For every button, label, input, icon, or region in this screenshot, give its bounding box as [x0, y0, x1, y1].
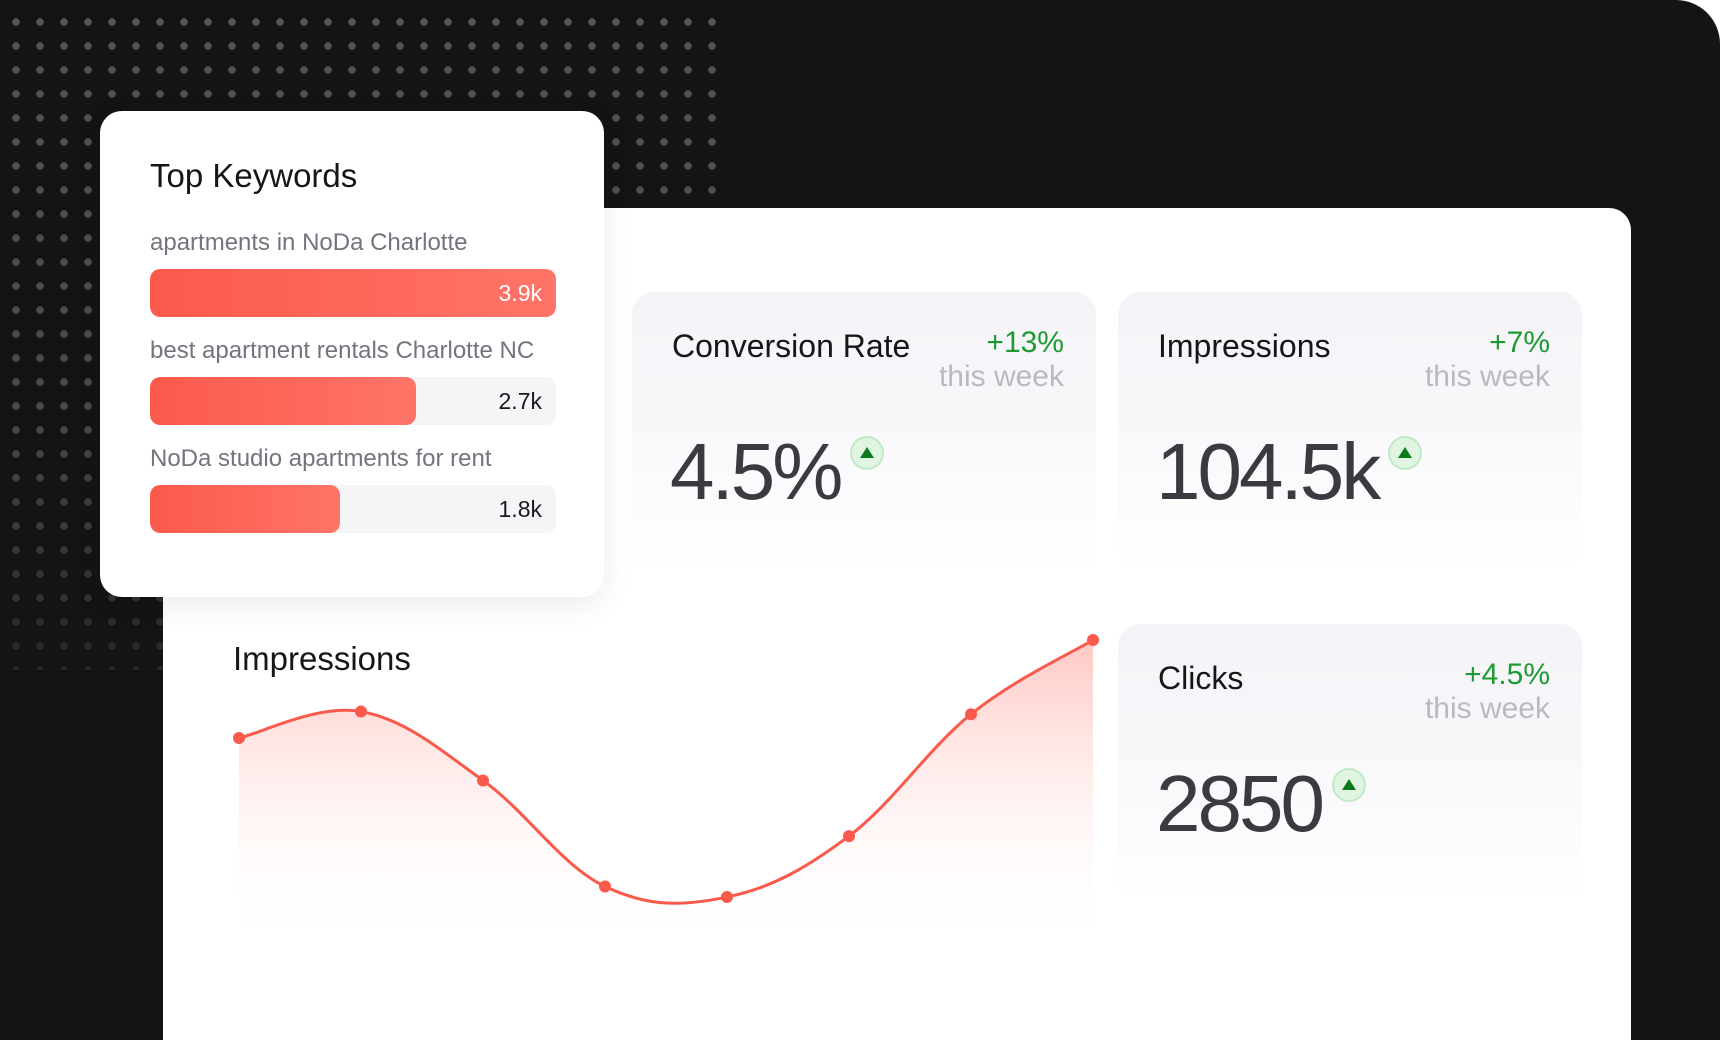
impressions-data-point[interactable] [721, 891, 733, 904]
top-keywords-title: Top Keywords [150, 157, 358, 194]
impressions-value: 104.5k [1156, 427, 1381, 516]
keyword-item[interactable]: apartments in NoDa Charlotte 3.9k [150, 229, 556, 317]
keyword-value: 1.8k [498, 496, 542, 522]
keyword-label: NoDa studio apartments for rent [150, 445, 492, 472]
impressions-data-point[interactable] [965, 708, 977, 721]
keyword-item[interactable]: best apartment rentals Charlotte NC 2.7k [150, 337, 556, 425]
impressions-delta: +7% [1489, 326, 1550, 359]
impressions-area-fill [239, 640, 1093, 950]
impressions-value-group: 104.5k [1156, 427, 1423, 516]
keyword-value: 2.7k [498, 388, 542, 414]
clicks-title: Clicks [1158, 660, 1244, 696]
up-arrow-icon [850, 436, 885, 470]
keyword-item[interactable]: NoDa studio apartments for rent 1.8k [150, 445, 556, 533]
conversion-rate-delta: +13% [986, 326, 1064, 359]
keyword-bar-fill [150, 269, 556, 317]
conversion-rate-value: 4.5% [670, 427, 843, 516]
clicks-period: this week [1424, 692, 1550, 725]
keyword-bar-track: 1.8k [150, 485, 556, 533]
clicks-value: 2850 [1156, 759, 1325, 848]
impressions-data-point[interactable] [599, 880, 611, 893]
keyword-label: apartments in NoDa Charlotte [150, 229, 468, 256]
impressions-data-point[interactable] [233, 732, 245, 745]
impressions-data-point[interactable] [1087, 634, 1099, 646]
keyword-bar-fill [150, 485, 340, 533]
conversion-rate-period: this week [938, 360, 1064, 393]
impressions-data-point[interactable] [843, 830, 855, 843]
conversion-rate-card[interactable]: Conversion Rate +13% this week 4.5% [632, 292, 1096, 572]
top-keywords-card: Top Keywords apartments in NoDa Charlott… [100, 111, 604, 597]
conversion-rate-value-group: 4.5% [670, 427, 885, 516]
impressions-title: Impressions [1158, 328, 1331, 364]
up-arrow-icon [1388, 436, 1423, 470]
impressions-chart-title: Impressions [233, 640, 411, 677]
up-arrow-icon [1331, 768, 1366, 802]
keyword-bar-track: 3.9k [150, 269, 556, 317]
keyword-label: best apartment rentals Charlotte NC [150, 337, 535, 364]
impressions-data-point[interactable] [477, 774, 489, 787]
impressions-series-line [238, 638, 1094, 905]
clicks-card[interactable]: Clicks +4.5% this week 2850 [1118, 624, 1582, 904]
keyword-bar-track: 2.7k [150, 377, 556, 425]
conversion-rate-title: Conversion Rate [672, 328, 911, 364]
keyword-bar-fill [150, 377, 416, 425]
keyword-value: 3.9k [498, 280, 542, 306]
impressions-card[interactable]: Impressions +7% this week 104.5k [1118, 292, 1582, 572]
clicks-value-group: 2850 [1156, 764, 1366, 844]
clicks-delta: +4.5% [1464, 658, 1550, 691]
impressions-period: this week [1424, 360, 1550, 393]
impressions-data-point[interactable] [355, 705, 367, 718]
